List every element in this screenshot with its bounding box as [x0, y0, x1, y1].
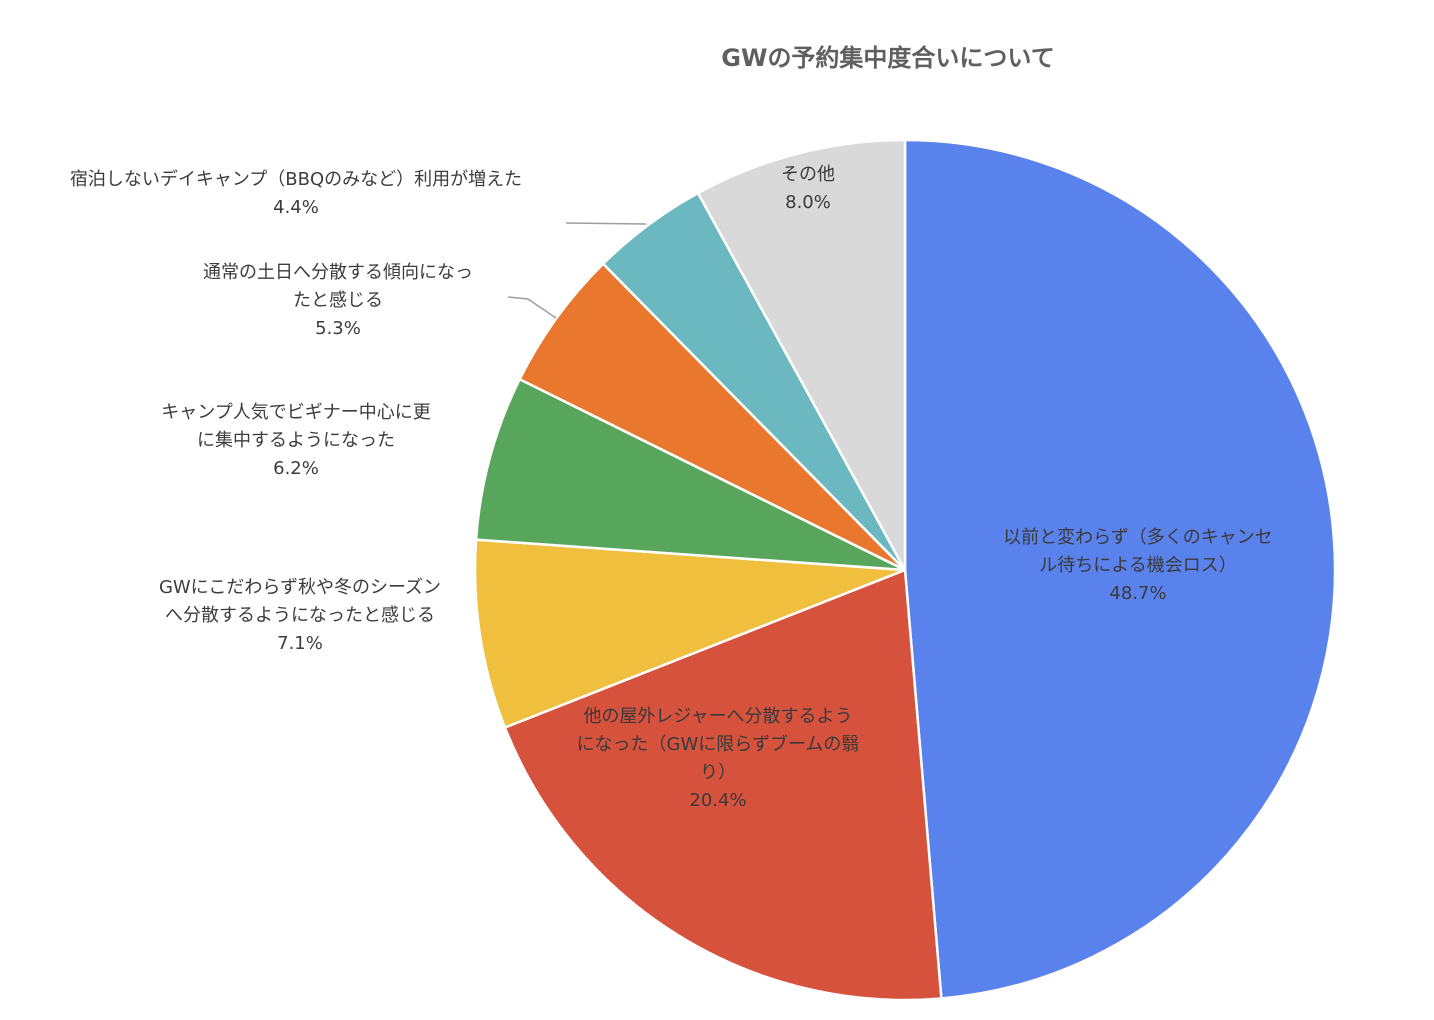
slice-label-line: キャンプ人気でビギナー中心に更 — [161, 402, 430, 423]
slice-percent-no-change: 48.7% — [1109, 583, 1166, 604]
slice-label-autumn-winter: GWにこだわらず秋や冬のシーズンへ分散するようになったと感じる 7.1% — [159, 577, 441, 654]
slice-percent-beginner: 6.2% — [273, 458, 319, 479]
slice-percent-other: 8.0% — [785, 192, 831, 213]
slice-label-no-change: 以前と変わらず（多くのキャンセル待ちによる機会ロス） 48.7% — [1003, 527, 1273, 604]
slice-percent-autumn-winter: 7.1% — [277, 633, 323, 654]
slice-label-line: その他 — [781, 164, 835, 185]
slice-label-line: たと感じる — [293, 290, 383, 311]
pie-slice-autumn-winter — [473, 538, 906, 730]
slice-label-other: その他 8.0% — [781, 164, 835, 213]
chart-title: GWの予約集中度合いについて — [721, 44, 1054, 72]
leader-lines — [507, 222, 647, 319]
leader-line-day-camp — [565, 222, 647, 225]
pie-slice-beginner — [474, 377, 906, 572]
slice-labels: 以前と変わらず（多くのキャンセル待ちによる機会ロス） 48.7% 他の屋外レジャーへ… — [70, 164, 1273, 811]
slice-label-line: に集中するようになった — [197, 430, 395, 451]
slice-percent-other-leisure: 20.4% — [689, 790, 746, 811]
slice-label-line: 以前と変わらず（多くのキャンセ — [1003, 527, 1273, 548]
slice-label-other-leisure: 他の屋外レジャーへ分散するようになった（GWに限らずブームの翳り） 20.4% — [577, 706, 860, 811]
slice-label-line: 通常の土日へ分散する傾向になっ — [203, 262, 473, 283]
leader-line-weekend — [507, 296, 557, 319]
slice-label-line: ル待ちによる機会ロス） — [1039, 555, 1236, 576]
slice-label-line: 宿泊しないデイキャンプ（BBQのみなど）利用が増えた — [70, 169, 522, 190]
slice-percent-weekend: 5.3% — [315, 318, 361, 339]
slice-label-weekend: 通常の土日へ分散する傾向になったと感じる 5.3% — [203, 262, 473, 339]
slice-label-line: り） — [700, 762, 736, 783]
slice-label-line: になった（GWに限らずブームの翳 — [577, 733, 860, 755]
pie-slice-other — [696, 138, 907, 571]
pie-slice-weekend — [517, 262, 906, 572]
slice-label-day-camp: 宿泊しないデイキャンプ（BBQのみなど）利用が増えた 4.4% — [70, 169, 522, 218]
pie-slice-no-change — [903, 138, 1337, 1000]
pie-slice-other-leisure — [503, 568, 943, 1002]
slice-label-line: へ分散するようになったと感じる — [165, 605, 435, 626]
slice-label-line: 他の屋外レジャーへ分散するよう — [583, 706, 852, 727]
slice-label-line: GWにこだわらず秋や冬のシーズン — [159, 577, 441, 598]
slice-percent-day-camp: 4.4% — [273, 197, 319, 218]
pie-slices — [473, 138, 1337, 1002]
slice-label-beginner: キャンプ人気でビギナー中心に更に集中するようになった 6.2% — [161, 402, 430, 479]
